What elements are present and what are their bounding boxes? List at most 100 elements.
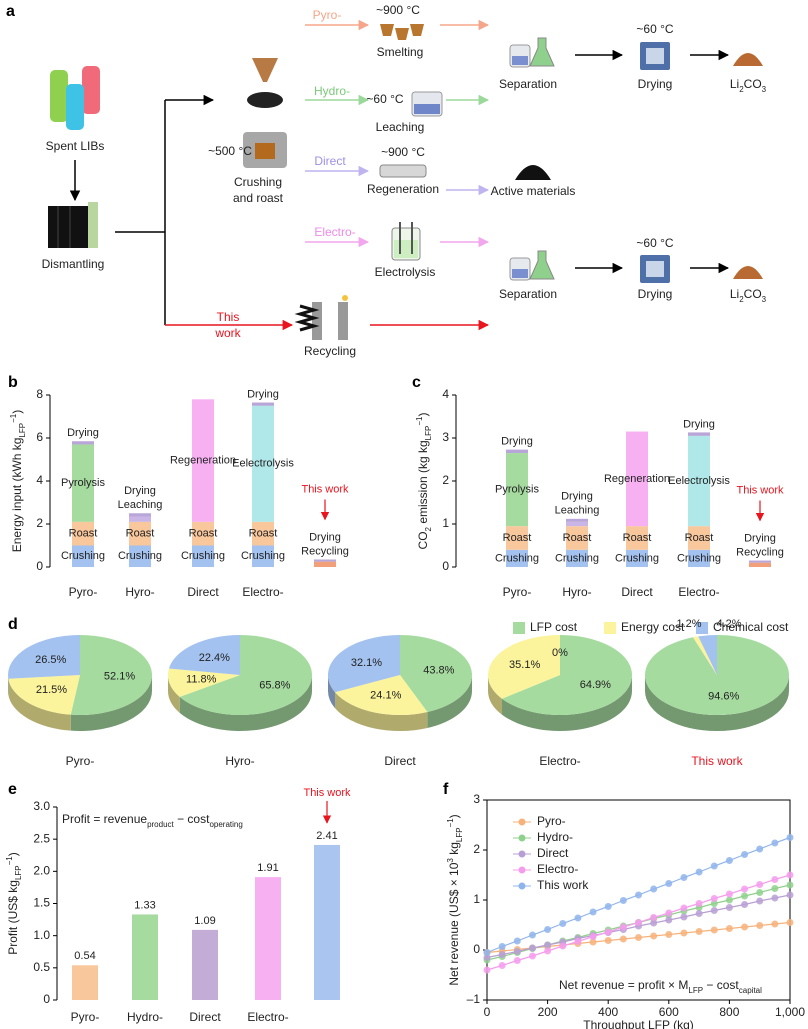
temperature: ~60 °C bbox=[366, 92, 403, 106]
crucible-icon bbox=[380, 24, 424, 40]
route-label: Pyro- bbox=[313, 8, 342, 22]
segment-label: Drying bbox=[67, 427, 99, 439]
point bbox=[544, 947, 552, 955]
node-label: Recycling bbox=[304, 344, 356, 358]
bar-segment bbox=[129, 521, 151, 546]
node-label: Separation bbox=[499, 287, 557, 301]
node-label: Active materials bbox=[491, 184, 576, 198]
panel-label: d bbox=[8, 616, 18, 633]
x-tick-label: Hyro- bbox=[125, 585, 154, 599]
recycling-icon bbox=[342, 295, 348, 301]
pie-slice bbox=[400, 635, 473, 713]
segment-label: Drying bbox=[561, 491, 593, 503]
pie-slice bbox=[328, 635, 400, 693]
bar-segment bbox=[626, 431, 648, 527]
dismantled-icon bbox=[48, 206, 90, 248]
point bbox=[786, 919, 794, 926]
point bbox=[756, 897, 764, 905]
point bbox=[786, 871, 794, 879]
bar-segment bbox=[749, 560, 771, 563]
y-tick-label: 1 bbox=[442, 516, 449, 530]
legend-marker bbox=[518, 882, 526, 890]
legend-swatch bbox=[604, 622, 616, 634]
segment-label: Roast bbox=[69, 528, 98, 540]
point bbox=[589, 938, 597, 946]
recycling-icon bbox=[338, 302, 348, 340]
point bbox=[680, 913, 688, 921]
y-tick-label: 0 bbox=[43, 992, 50, 1006]
point bbox=[635, 891, 642, 899]
segment-label: Roast bbox=[189, 528, 218, 540]
formula-part: 3 bbox=[762, 85, 767, 94]
bar-segment bbox=[506, 549, 528, 567]
node-label: Drying bbox=[638, 77, 673, 91]
y-axis-label: Energy input (kWh kgLFP−1) bbox=[9, 410, 27, 553]
pie-slice bbox=[168, 635, 240, 675]
y-axis-label-part: ) bbox=[10, 410, 24, 414]
pie-slice bbox=[698, 635, 717, 675]
y-axis-label-part: kg bbox=[447, 842, 461, 858]
segment-label: Eelectrolysis bbox=[668, 475, 730, 487]
panel-label: b bbox=[8, 374, 18, 391]
segment-label: Crushing bbox=[241, 550, 285, 562]
panel-label: e bbox=[8, 781, 17, 798]
pie-title: Electro- bbox=[539, 754, 580, 768]
point bbox=[771, 885, 779, 892]
y-axis-label-part: −1 bbox=[446, 818, 455, 828]
segment-label: Roast bbox=[563, 532, 592, 544]
pie-title: Direct bbox=[384, 754, 416, 768]
active-material-icon bbox=[515, 165, 551, 180]
segment-label: Drying bbox=[744, 532, 776, 544]
point bbox=[725, 904, 733, 911]
bar-segment bbox=[688, 435, 710, 527]
route-label: This bbox=[217, 310, 240, 324]
point bbox=[604, 903, 612, 910]
legend-label: Hydro- bbox=[537, 830, 573, 844]
point bbox=[559, 942, 567, 950]
product-icon bbox=[733, 53, 763, 66]
bar-segment bbox=[566, 526, 588, 550]
formula-part: 2 bbox=[739, 85, 744, 94]
x-tick-label: 400 bbox=[598, 1005, 618, 1019]
segment-label: Leaching bbox=[118, 499, 163, 511]
oven-icon bbox=[646, 48, 664, 64]
y-tick-label: 2 bbox=[473, 842, 480, 856]
route-label: work bbox=[214, 326, 241, 340]
bar-segment bbox=[566, 518, 588, 522]
pie-slice bbox=[8, 675, 81, 715]
y-axis-label-part: Profit (US$ kg bbox=[6, 880, 20, 955]
legend-label: Pyro- bbox=[537, 814, 566, 828]
point bbox=[483, 949, 491, 956]
route-label: Direct bbox=[314, 154, 346, 168]
segment-label: Crushing bbox=[181, 550, 225, 562]
legend-label: Energy cost bbox=[621, 620, 685, 634]
battery-icon bbox=[82, 66, 100, 114]
panel-label: c bbox=[412, 374, 421, 391]
temperature: ~900 °C bbox=[381, 145, 425, 159]
point bbox=[498, 951, 506, 958]
formula: Profit = revenueproduct − costoperating bbox=[62, 812, 243, 828]
pie-slice bbox=[693, 636, 717, 675]
formula-part: product bbox=[147, 820, 174, 829]
segment-label: Crushing bbox=[61, 550, 105, 562]
y-axis-label-part: LFP bbox=[424, 426, 433, 441]
point bbox=[786, 881, 794, 889]
recycling-icon bbox=[294, 304, 320, 332]
y-tick-label: 1.0 bbox=[33, 928, 50, 942]
pie-slice bbox=[488, 635, 560, 699]
y-axis-label-part: ) bbox=[416, 413, 430, 417]
y-tick-label: 4 bbox=[442, 387, 449, 401]
bar-segment bbox=[72, 444, 94, 522]
point bbox=[741, 892, 749, 900]
node-label: and roast bbox=[233, 191, 284, 205]
beaker-icon bbox=[414, 104, 440, 114]
legend-marker bbox=[518, 850, 526, 858]
segment-label: Drying bbox=[124, 485, 156, 497]
value-label: 21.5% bbox=[36, 684, 67, 696]
point bbox=[513, 948, 521, 955]
separation-icon bbox=[529, 37, 555, 67]
bar-segment bbox=[72, 521, 94, 546]
pie-side bbox=[488, 675, 503, 715]
pie-slice bbox=[335, 675, 428, 716]
